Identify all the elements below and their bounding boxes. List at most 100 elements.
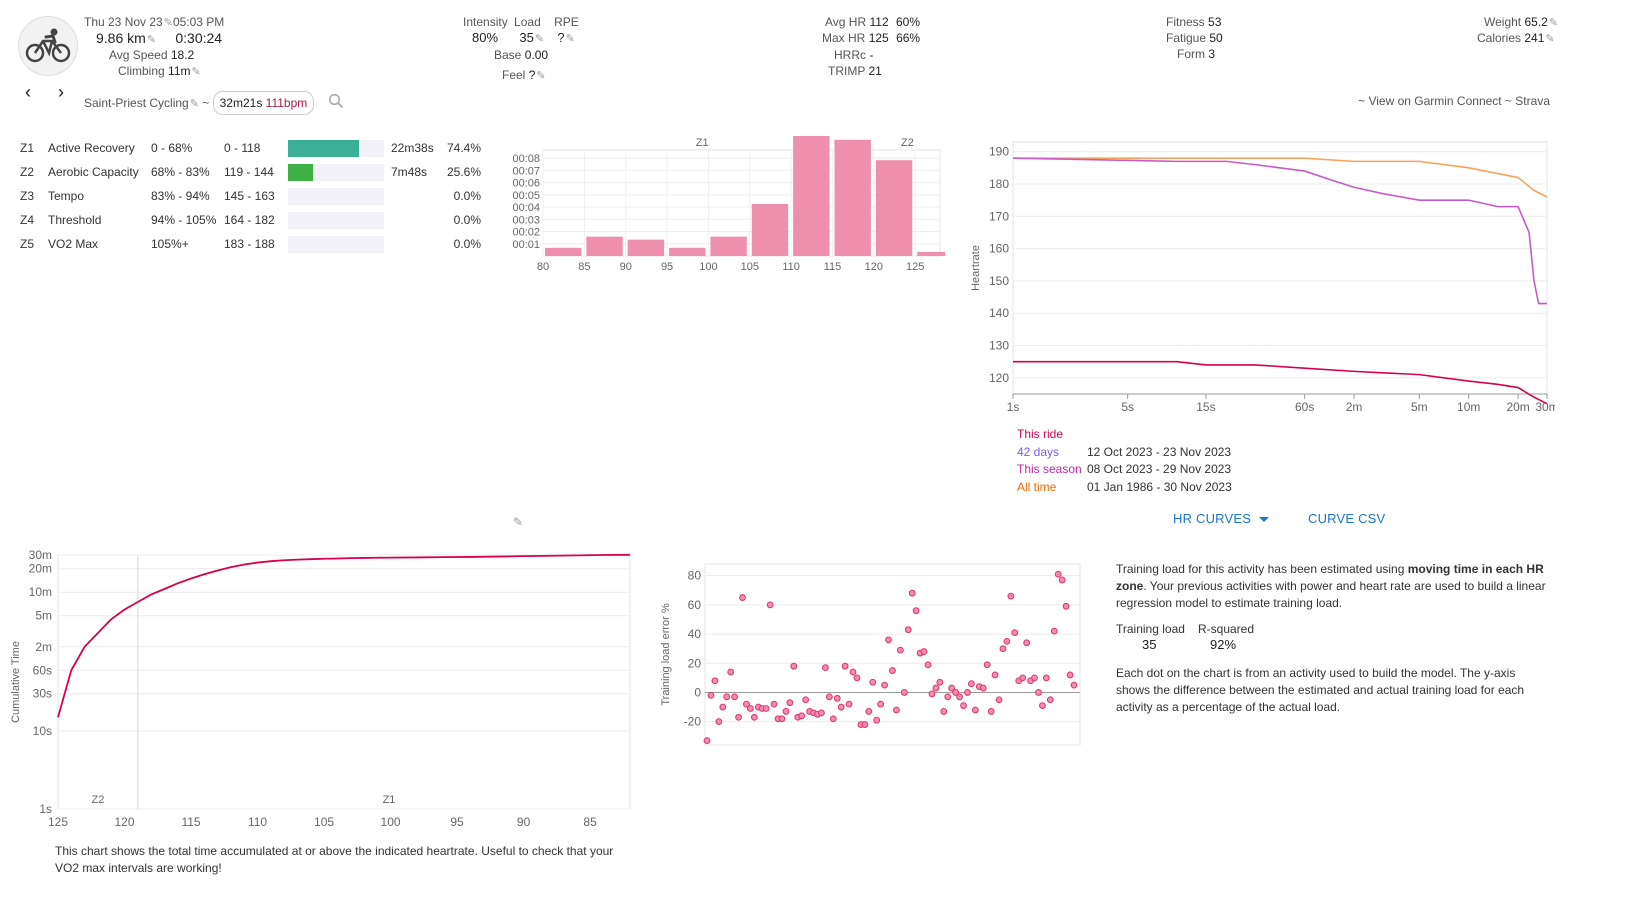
scatter-point <box>747 705 754 712</box>
scatter-point <box>825 693 833 701</box>
legend-item[interactable]: This season 08 Oct 2023 - 29 Nov 2023 <box>1017 461 1317 478</box>
training-load-error-chart[interactable]: -20 0 20 40 60 80 Training load error % <box>655 562 1085 752</box>
pencil-icon[interactable]: ✎ <box>191 66 201 78</box>
r-squared-stat: R-squared 92% <box>1198 621 1254 653</box>
y-tick-label: 5m <box>35 609 52 623</box>
scatter-point <box>885 636 892 644</box>
y-tick-label: 00:03 <box>512 214 540 226</box>
zone-time: 22m38s <box>391 141 434 155</box>
y-tick-label: 10m <box>29 585 52 599</box>
hr-curve-chart[interactable]: 120 130 140 150 160 170 180 190 1s 5s 15s 60s 2m 5m 10… <box>965 136 1555 421</box>
fitness: Fitness 53 <box>1166 14 1221 30</box>
pencil-icon[interactable]: ✎ <box>513 515 524 529</box>
histogram-bar <box>586 236 623 256</box>
pencil-icon[interactable]: ✎ <box>163 17 173 29</box>
legend-label: All time <box>1017 479 1057 494</box>
training-load-value: 35 <box>1142 637 1157 652</box>
pencil-icon[interactable]: ✎ <box>146 34 157 46</box>
pencil-icon[interactable]: ✎ <box>1548 17 1559 29</box>
y-tick-label: 00:07 <box>512 165 540 177</box>
zone-percent-range: 94% - 105% <box>151 213 217 227</box>
scatter-point <box>889 667 896 674</box>
feel[interactable]: Feel ?✎ <box>502 67 546 84</box>
search-icon[interactable] <box>328 93 344 115</box>
scatter-point <box>877 700 885 708</box>
scatter-point <box>1062 602 1070 610</box>
zone-percent-range: 83% - 94% <box>151 189 210 203</box>
legend-item[interactable]: This ride <box>1017 426 1317 443</box>
climbing-value: 11m <box>168 64 191 78</box>
legend-date-range: 01 Jan 1986 - 30 Nov 2023 <box>1087 479 1232 494</box>
max-hr: Max HR 125 66% <box>822 30 920 46</box>
load-label: Load <box>514 15 541 29</box>
avg-speed-label: Avg Speed <box>109 48 168 62</box>
legend-label: This season <box>1017 462 1082 476</box>
cumulative-caption-text: This chart shows the total time accumula… <box>55 844 614 875</box>
x-tick-label: 100 <box>699 261 717 273</box>
zone-name: VO2 Max <box>48 237 99 251</box>
base-label: Base <box>494 48 522 62</box>
x-tick-label: 115 <box>824 261 842 273</box>
zone-row[interactable]: Z2 Aerobic Capacity 68% - 83% 119 - 144 7m48… <box>0 162 500 182</box>
avg-hr-label: Avg HR <box>825 15 867 29</box>
activity-avatar[interactable] <box>18 16 78 76</box>
chevron-left-icon[interactable]: ‹ <box>25 82 31 102</box>
scatter-point <box>849 668 857 676</box>
histogram-bar <box>875 160 913 256</box>
zone-hr-range: 119 - 144 <box>224 165 274 179</box>
pill-time: 32m21s <box>219 96 263 110</box>
scatter-point <box>790 662 798 670</box>
zone-id: Z4 <box>20 213 35 227</box>
legend-item[interactable]: All time 01 Jan 1986 - 30 Nov 2023 <box>1017 479 1317 496</box>
weight[interactable]: Weight 65.2✎ <box>1484 14 1558 31</box>
y-tick-label: 60s <box>33 663 52 677</box>
zone-row[interactable]: Z5 VO2 Max 105%+ 183 - 188 0.0% <box>0 234 500 254</box>
hrrc: HRRc - <box>834 47 873 63</box>
x-tick-label: 1s <box>1007 400 1020 414</box>
form-label: Form <box>1177 47 1205 61</box>
histogram-bar <box>793 136 830 256</box>
x-tick-label: 30m <box>1535 400 1555 414</box>
pencil-icon[interactable]: ✎ <box>565 33 575 45</box>
selection-pill[interactable]: 32m21s 111bpm <box>212 91 315 115</box>
scatter-point <box>770 700 778 708</box>
pencil-icon[interactable]: ✎ <box>189 98 199 110</box>
zone-id: Z3 <box>20 189 35 203</box>
pencil-icon[interactable]: ✎ <box>536 70 546 82</box>
hr-curves-menu-button[interactable]: HR CURVES <box>1173 511 1269 526</box>
load-value: 35 <box>519 30 534 45</box>
y-tick-label: 60 <box>688 598 702 612</box>
y-tick-label: 20m <box>29 562 52 576</box>
y-tick-label: 120 <box>989 371 1009 385</box>
hrrc-value: - <box>869 48 874 62</box>
date-text: Thu 23 Nov 23 <box>84 15 163 29</box>
scatter-point <box>952 689 960 696</box>
curve-csv-button[interactable]: CURVE CSV <box>1308 511 1385 526</box>
pencil-icon[interactable]: ✎ <box>534 33 545 45</box>
zone-row[interactable]: Z3 Tempo 83% - 94% 145 - 163 0.0% <box>0 186 500 206</box>
scatter-point <box>845 700 853 708</box>
histogram-bar <box>834 139 871 256</box>
scatter-point <box>948 684 956 692</box>
y-tick-label: 00:01 <box>512 239 540 251</box>
legend-item[interactable]: 42 days 12 Oct 2023 - 23 Nov 2023 <box>1017 444 1317 461</box>
calories[interactable]: Calories 241✎ <box>1477 30 1555 47</box>
zone-row[interactable]: Z4 Threshold 94% - 105% 164 - 182 0.0% <box>0 210 500 230</box>
duration-value: 0:30:24 <box>175 30 223 46</box>
external-links-text[interactable]: ~ View on Garmin Connect ~ Strava <box>1358 94 1550 108</box>
activity-name[interactable]: Saint-Priest Cycling <box>84 96 189 110</box>
zone-row[interactable]: Z1 Active Recovery 0 - 68% 0 - 118 22m38s 74.… <box>0 138 500 158</box>
x-tick-label: 100 <box>381 815 401 829</box>
hr-histogram-chart[interactable]: 00:0100:0200:0300:0400:0500:0600:0700:08… <box>505 136 945 278</box>
rpe-value[interactable]: ? <box>557 30 565 45</box>
zone-name: Tempo <box>48 189 85 203</box>
zone-percent: 25.6% <box>446 165 481 179</box>
activity-datetime[interactable]: Thu 23 Nov 23✎05:03 PM <box>84 14 224 31</box>
scatter-point <box>818 709 825 717</box>
scatter-point <box>881 681 888 689</box>
histogram-bar <box>669 247 706 256</box>
pencil-icon[interactable]: ✎ <box>1545 33 1555 45</box>
external-links[interactable]: ~ View on Garmin Connect ~ Strava <box>1358 93 1550 109</box>
chevron-right-icon[interactable]: › <box>58 82 64 102</box>
